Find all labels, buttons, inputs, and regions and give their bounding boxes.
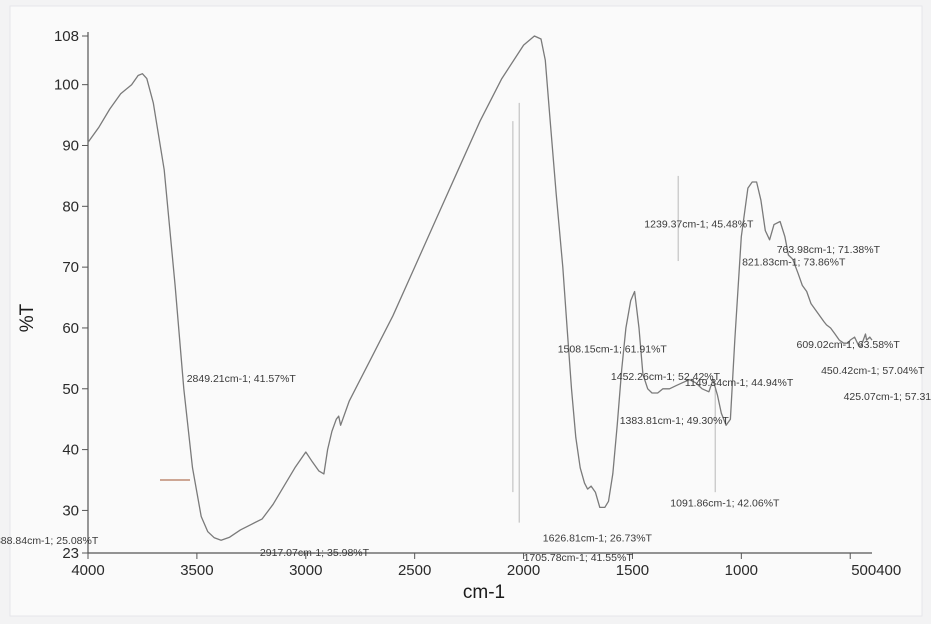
peak-label-6: 1452.26cm-1; 52.42%T [611,371,721,383]
x-tick-label-1500: 1500 [616,562,649,579]
peak-label-10: 1091.86cm-1; 42.06%T [670,497,780,509]
peak-label-4: 1626.81cm-1; 26.73%T [543,532,653,544]
peak-label-14: 450.42cm-1; 57.04%T [821,365,925,377]
peak-label-3: 1705.78cm-1; 41.55%T [524,552,634,564]
x-tick-label-2500: 2500 [398,562,431,579]
x-tick-label-3500: 3500 [180,562,213,579]
y-tick-label-80: 80 [62,198,79,215]
x-axis-title: cm-1 [463,582,505,603]
peak-label-0: 3388.84cm-1; 25.08%T [0,535,99,547]
y-tick-label-90: 90 [62,137,79,154]
paper [9,5,923,617]
peak-label-11: 763.98cm-1; 71.38%T [777,244,881,256]
y-axis-title: %T [17,303,38,332]
y-tick-label-30: 30 [62,502,79,519]
peak-label-8: 1239.37cm-1; 45.48%T [644,219,754,231]
peak-label-2: 2849.21cm-1; 41.57%T [187,373,297,385]
x-tick-label-500400: 500400 [851,562,901,579]
x-tick-label-1000: 1000 [725,562,758,579]
peak-annotations: 3388.84cm-1; 25.08%T 2917.07cm-1; 35.98%T… [0,219,931,564]
y-tick-label-108: 108 [54,28,79,45]
x-tick-label-3000: 3000 [289,562,322,579]
peak-label-15: 425.07cm-1; 57.31%T [844,391,931,403]
marker-lines [512,102,716,523]
peak-label-12: 821.83cm-1; 73.86%T [742,257,846,269]
peak-label-9: 1149.34cm-1; 44.94%T [685,377,794,389]
y-tick-label-60: 60 [62,320,79,337]
x-tick-label-4000: 4000 [71,562,104,579]
axes: 23 30 40 50 60 70 80 90 100 108 4000 3500 3000 2500 20… [54,28,901,579]
x-tick-label-2000: 2000 [507,562,540,579]
spectrum-line [87,35,873,541]
y-tick-label-100: 100 [54,77,79,94]
peak-label-7: 1383.81cm-1; 49.30%T [620,415,730,427]
peak-label-5: 1508.15cm-1; 61.91%T [558,344,668,356]
y-tick-label-50: 50 [62,381,79,398]
y-tick-label-40: 40 [62,442,79,459]
y-tick-label-23: 23 [62,545,79,562]
y-tick-label-70: 70 [62,259,79,276]
peak-label-1: 2917.07cm-1; 35.98%T [260,547,370,559]
series-group [87,35,873,541]
peak-label-13: 609.02cm-1; 63.58%T [797,339,901,351]
